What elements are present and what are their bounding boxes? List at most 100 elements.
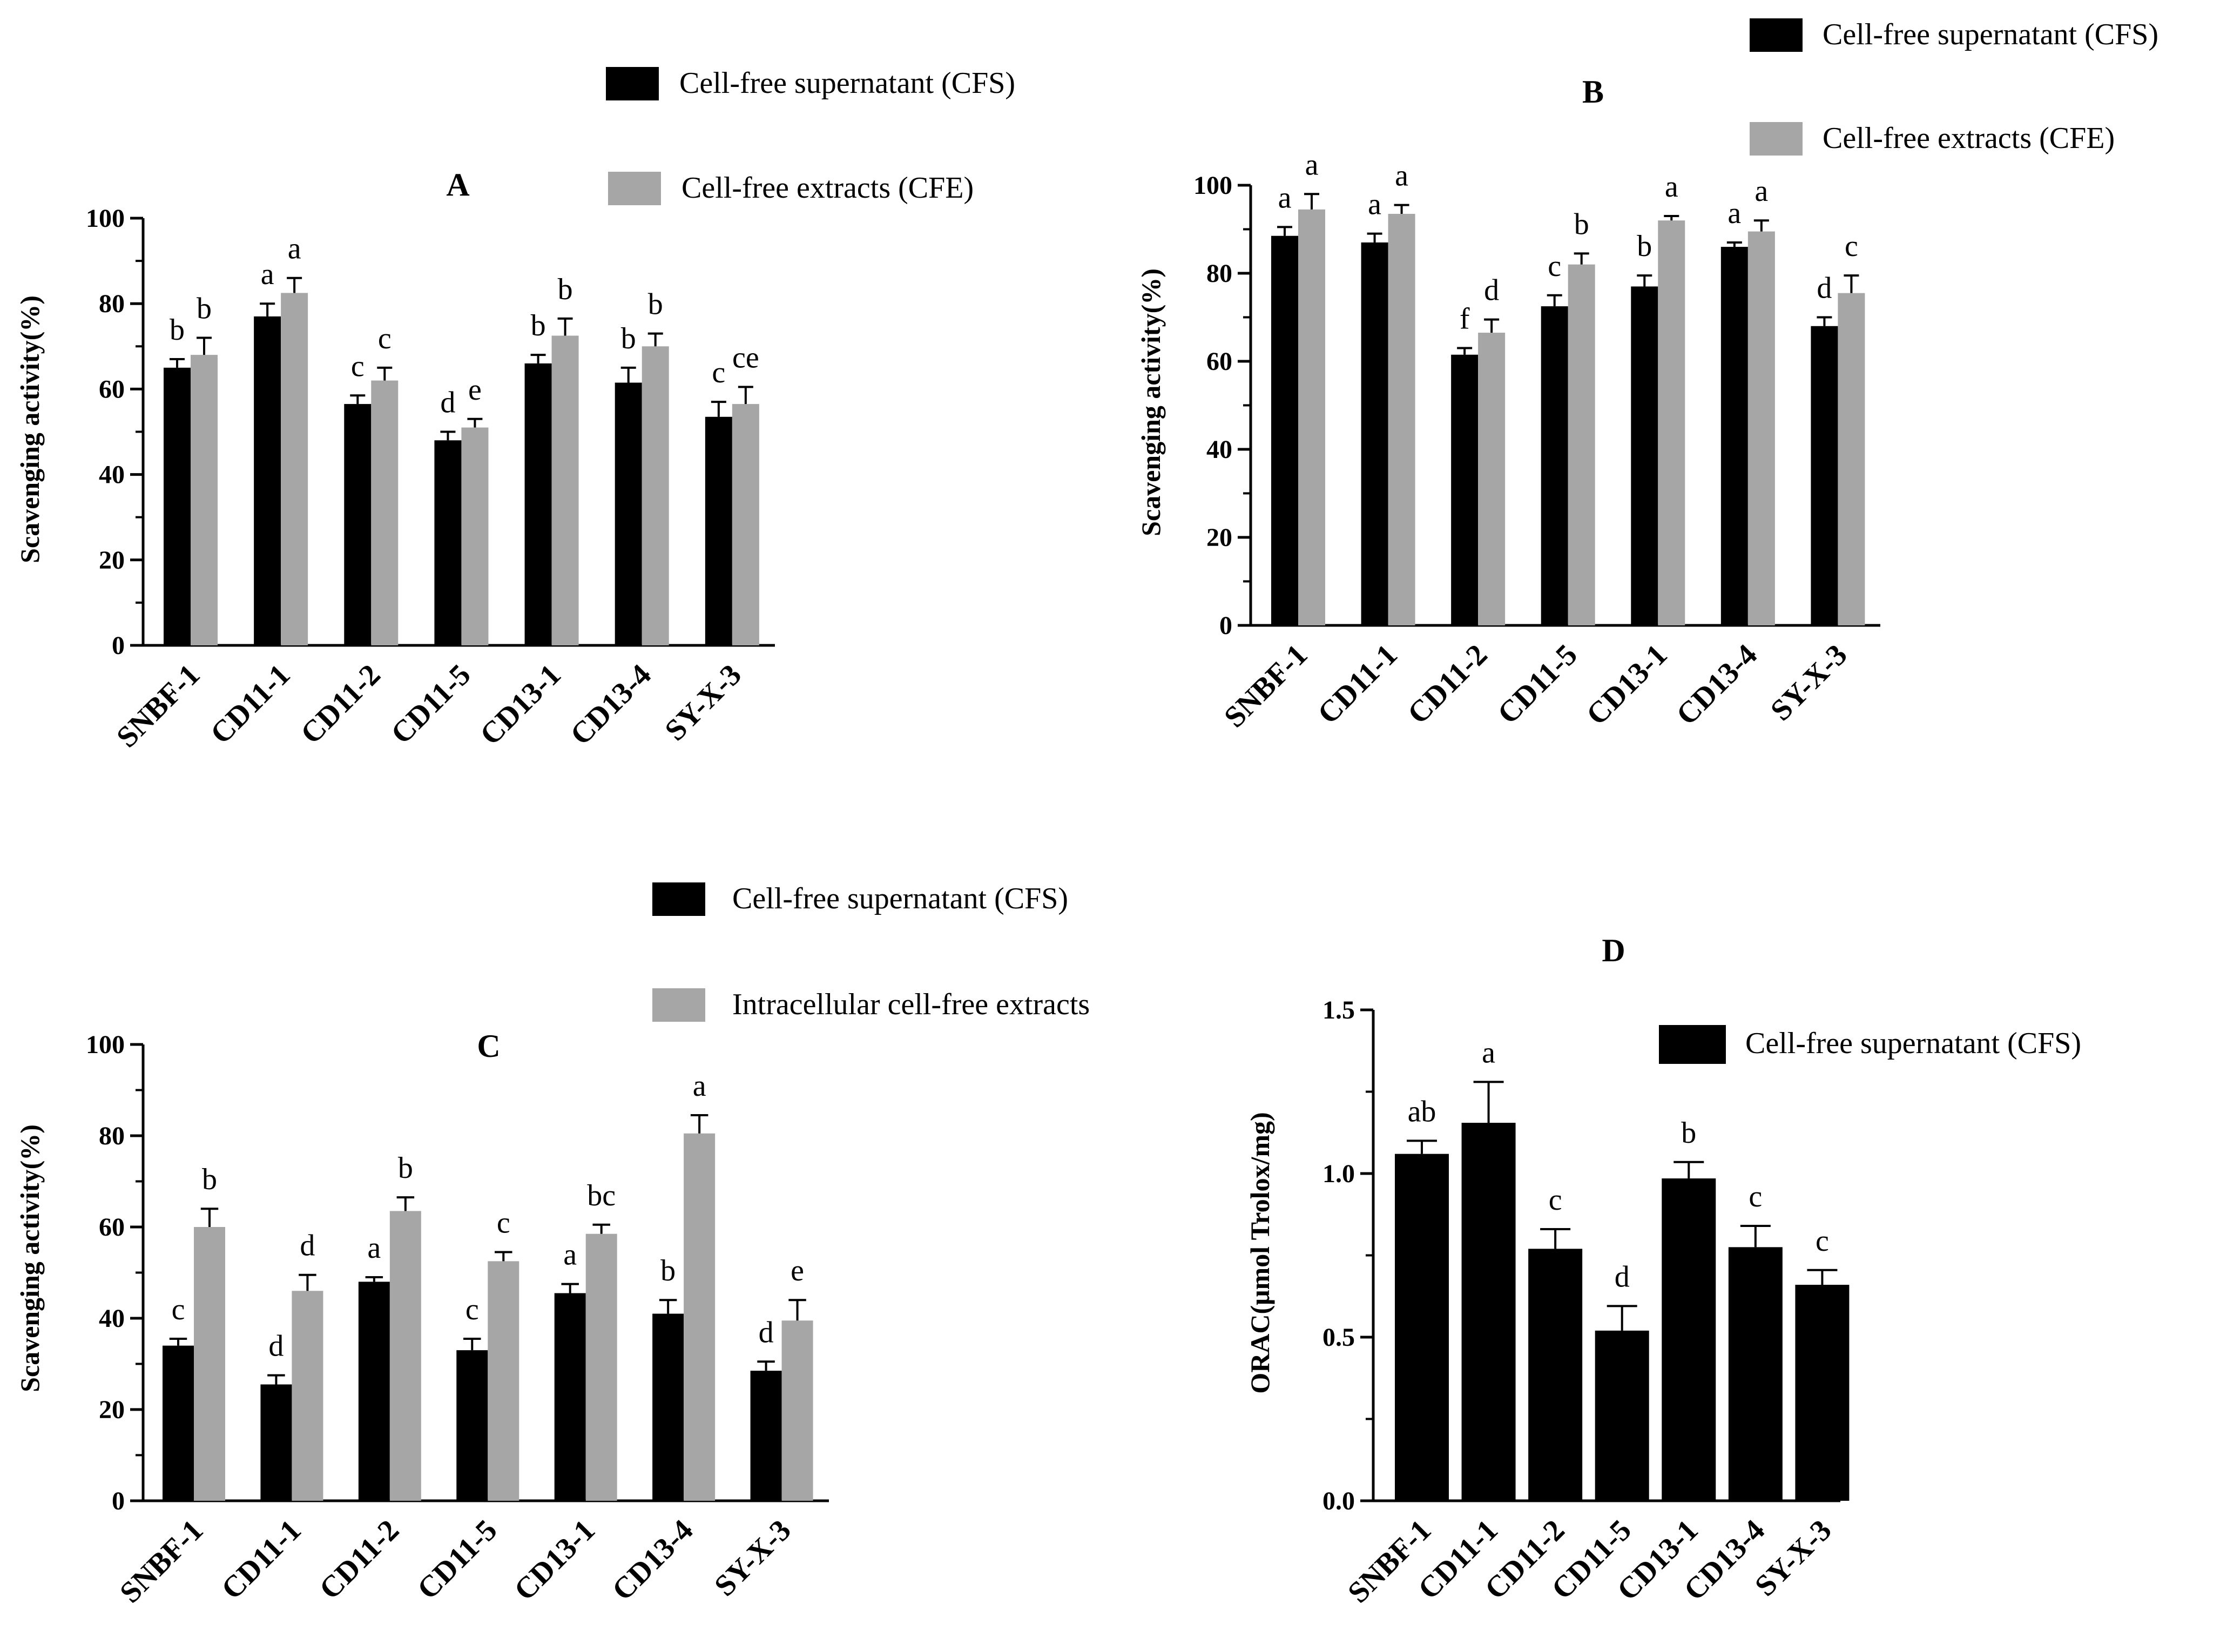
panel-b-ytick-label: 60 <box>1206 347 1232 376</box>
panel-c-bar-cd11-2-s0 <box>358 1282 390 1501</box>
panel-b-category-label: CD13-1 <box>1580 638 1674 732</box>
panel-c-bar-cd11-5-s1 <box>488 1261 519 1501</box>
panel-a-sig-letter-cd13-1-s0: b <box>531 309 546 342</box>
panel-c-legend-cfe-swatch <box>652 988 705 1022</box>
panel-b-sig-letter-cd11-2-s0: f <box>1460 302 1470 336</box>
panel-b-sig-letter-cd13-4-s1: a <box>1754 174 1768 208</box>
panel-b-bar-cd13-4-s1 <box>1747 231 1775 625</box>
panel-d-bar-cd11-2-s0 <box>1528 1249 1583 1501</box>
panel-b-sig-letter-snbf-1-s0: a <box>1278 181 1292 214</box>
panel-d-bar-cd13-1-s0 <box>1662 1178 1716 1501</box>
panel-d-title: D <box>1602 933 1625 968</box>
panel-d-bar-cd13-4-s0 <box>1728 1247 1783 1501</box>
panel-a-bar-sy-x-3-s1 <box>732 404 759 645</box>
panel-a-legend-cfs-swatch <box>606 67 659 100</box>
panel-d-sig-letter-cd13-4-s0: c <box>1749 1180 1762 1213</box>
panel-d-sig-letter-snbf-1-s0: ab <box>1408 1095 1436 1128</box>
panel-b-title: B <box>1582 74 1604 110</box>
panel-a-bar-cd13-4-s1 <box>642 346 669 645</box>
panel-a-sig-letter-cd11-1-s1: a <box>288 232 301 266</box>
panel-b-sig-letter-snbf-1-s1: a <box>1305 148 1319 181</box>
panel-c-category-label: SNBF-1 <box>113 1513 210 1609</box>
panel-b-ytick-label: 100 <box>1193 171 1232 200</box>
panel-b-bar-cd11-2-s1 <box>1478 333 1506 625</box>
panel-a-category-label: CD13-1 <box>474 658 568 752</box>
panel-b-sig-letter-cd11-2-s1: d <box>1484 274 1499 307</box>
panel-c-ytick-label: 60 <box>99 1213 125 1242</box>
panel-a-sig-letter-cd13-4-s0: b <box>621 322 636 355</box>
panel-a-bar-cd13-1-s1 <box>551 335 579 645</box>
panel-b-legend-cfe-label: Cell-free extracts (CFE) <box>1823 122 2115 155</box>
panel-c-sig-letter-cd11-5-s1: c <box>497 1206 510 1239</box>
panel-b-ytick-label: 40 <box>1206 435 1232 464</box>
panel-a-sig-letter-cd11-5-s1: e <box>468 373 482 407</box>
panel-c-bar-cd11-1-s0 <box>260 1384 292 1501</box>
panel-a-sig-letter-cd13-4-s1: b <box>648 288 663 321</box>
panel-a-sig-letter-snbf-1-s0: b <box>170 313 185 347</box>
panel-b-category-label: CD11-5 <box>1491 638 1583 730</box>
panel-c-bar-cd13-1-s1 <box>585 1233 617 1501</box>
panel-d-ytick-label: 1.5 <box>1322 996 1355 1024</box>
panel-a-bar-cd11-1-s0 <box>254 316 281 645</box>
panel-d-ytick-label: 0.0 <box>1322 1487 1355 1515</box>
panel-c-bar-cd13-4-s0 <box>652 1313 684 1501</box>
panel-b-bar-cd11-5-s0 <box>1541 306 1568 625</box>
panel-b-category-label: CD11-2 <box>1401 638 1494 730</box>
panel-c-category-label: CD13-1 <box>508 1513 602 1607</box>
panel-c-bar-cd11-2-s1 <box>389 1211 421 1501</box>
panel-d-bar-cd11-5-s0 <box>1595 1330 1649 1501</box>
panel-d-category-label: SNBF-1 <box>1341 1513 1438 1609</box>
panel-b-bar-sy-x-3-s1 <box>1838 293 1865 625</box>
panel-b-sig-letter-cd11-5-s1: b <box>1574 207 1589 241</box>
panel-c-sig-letter-cd13-4-s1: a <box>693 1069 706 1103</box>
panel-b-bar-snbf-1-s1 <box>1298 209 1325 625</box>
panel-b-sig-letter-cd13-4-s0: a <box>1727 197 1741 230</box>
panel-b-sig-letter-sy-x-3-s1: c <box>1845 230 1858 263</box>
panel-c-bar-snbf-1-s1 <box>194 1227 225 1501</box>
panel-b-sig-letter-cd13-1-s1: a <box>1665 170 1678 204</box>
panel-b-ytick-label: 20 <box>1206 523 1232 552</box>
panel-a-ytick-label: 100 <box>86 204 125 233</box>
panel-b-bar-cd13-1-s1 <box>1658 220 1685 625</box>
panel-d-sig-letter-sy-x-3-s0: c <box>1816 1224 1829 1258</box>
panel-a-ytick-label: 40 <box>99 461 125 489</box>
panel-d-bar-sy-x-3-s0 <box>1795 1285 1850 1501</box>
panel-a-category-label: SY-X-3 <box>658 658 748 747</box>
panel-b-category-label: CD13-4 <box>1670 638 1764 732</box>
panel-c-sig-letter-cd11-1-s1: d <box>300 1229 315 1263</box>
panel-a-category-label: CD13-4 <box>564 658 658 752</box>
panel-c-category-label: CD11-2 <box>313 1513 406 1606</box>
panel-a-sig-letter-snbf-1-s1: b <box>197 292 212 325</box>
panel-a-bar-cd11-5-s1 <box>461 427 489 645</box>
panel-c-sig-letter-cd11-5-s0: c <box>465 1293 479 1326</box>
panel-a-sig-letter-cd13-1-s1: b <box>558 273 573 306</box>
panel-b-sig-letter-sy-x-3-s0: d <box>1817 272 1832 305</box>
panel-c-ytick-label: 80 <box>99 1122 125 1150</box>
panel-c-legend-cfs-swatch <box>652 882 705 916</box>
panel-c-bar-sy-x-3-s1 <box>781 1320 813 1501</box>
panel-b-bar-cd13-1-s0 <box>1631 286 1658 625</box>
panel-c-ytick-label: 100 <box>86 1030 125 1059</box>
panel-b-bar-cd11-2-s0 <box>1451 354 1479 625</box>
panel-c-sig-letter-cd11-2-s1: b <box>398 1151 413 1185</box>
panel-c-category-label: SY-X-3 <box>708 1513 798 1603</box>
panel-b: B Scavenging activity(%) Cell-free super… <box>1136 18 2158 734</box>
panel-a-sig-letter-cd11-5-s0: d <box>440 386 455 420</box>
panel-a-bar-cd11-2-s0 <box>344 404 372 645</box>
panel-a-bar-snbf-1-s0 <box>164 367 191 645</box>
panel-b-bar-snbf-1-s0 <box>1271 235 1298 626</box>
panel-d-category-label: SY-X-3 <box>1749 1513 1838 1603</box>
panel-c-category-label: CD13-4 <box>606 1513 700 1607</box>
panel-c-ytick-label: 0 <box>112 1487 125 1515</box>
panel-b-bar-cd11-1-s0 <box>1361 242 1388 625</box>
panel-c-bar-cd11-5-s0 <box>456 1350 488 1501</box>
panel-c-sig-letter-snbf-1-s1: b <box>202 1163 217 1196</box>
panel-b-category-label: CD11-1 <box>1311 638 1403 730</box>
panel-b-bar-cd11-1-s1 <box>1388 213 1415 626</box>
panel-b-sig-letter-cd13-1-s0: b <box>1637 230 1652 263</box>
panel-a-ytick-label: 20 <box>99 546 125 575</box>
panel-a-sig-letter-sy-x-3-s0: c <box>712 356 725 389</box>
panel-c-sig-letter-cd13-1-s1: bc <box>587 1179 616 1212</box>
panel-a-sig-letter-cd11-2-s0: c <box>351 349 365 383</box>
panel-b-legend-cfs-label: Cell-free supernatant (CFS) <box>1823 18 2158 51</box>
